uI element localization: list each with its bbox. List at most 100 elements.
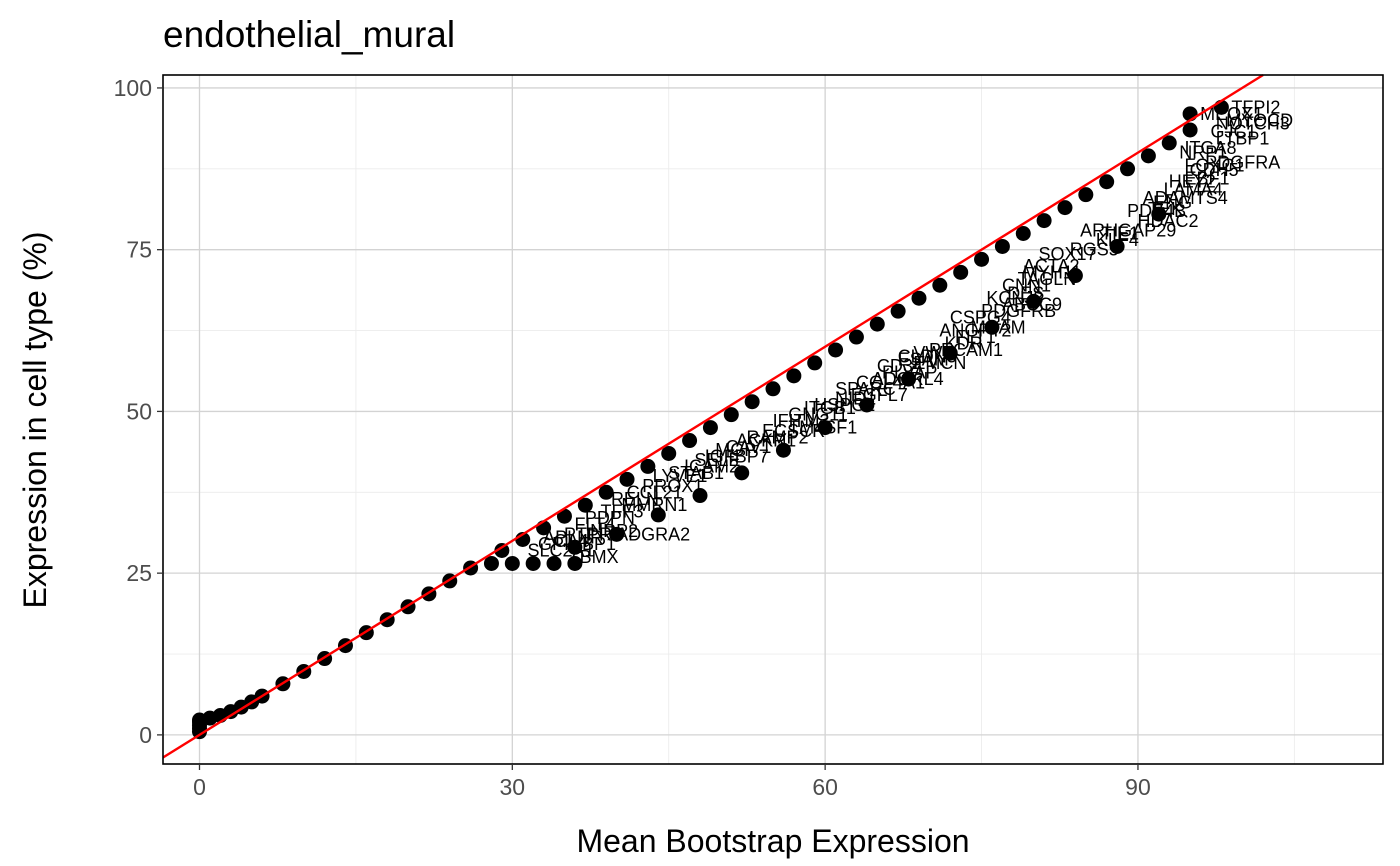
point-label: RAMP2 [747,427,809,447]
point-label: TM4SF1 [788,418,857,438]
x-tick-label: 60 [812,774,838,800]
point-label: ANGPT2 [939,321,1011,341]
point-label: NOTCH3 [1216,114,1290,134]
data-point [932,277,948,293]
data-point [1161,135,1177,151]
data-point [942,345,958,361]
data-point [775,442,791,458]
point-label: FLT1 [955,327,996,347]
data-point [650,507,666,523]
data-point [744,394,760,410]
point-label: BMX [580,547,619,567]
y-axis-title: Expression in cell type (%) [17,231,53,608]
data-point [494,543,510,559]
data-point [661,445,677,461]
point-label: PECAM1 [929,340,1003,360]
point-label: FOXC1 [1184,156,1244,176]
data-point [953,264,969,280]
point-label: MEOX1 [1200,104,1263,124]
point-label: CD34 [877,356,923,376]
point-label: LAMA4 [1164,180,1223,200]
data-point [640,458,656,474]
point-label: ACTA2 [1023,256,1080,276]
point-label: MMRN1 [621,495,687,515]
data-point [577,497,593,513]
point-label: HSPG2 [814,395,875,415]
data-point [692,488,708,504]
data-point [567,539,583,555]
point-label: LTBP1 [1216,128,1270,148]
data-point [994,238,1010,254]
grid-layer [163,75,1383,764]
reference-line [162,73,1264,759]
data-point [911,290,927,306]
point-label: CSPG4 [950,308,1011,328]
data-point [869,316,885,332]
y-tick-label: 0 [139,722,152,748]
point-label: CA4 [554,531,589,551]
point-label: KDR [945,333,983,353]
point-label: FLT4 [574,515,615,535]
point-label: SPARC [835,379,896,399]
x-axis-title: Mean Bootstrap Expression [576,823,969,859]
point-label: EBF1 [1184,169,1229,189]
point-label: PLVAP [882,363,937,383]
data-point [1109,238,1125,254]
data-point [619,471,635,487]
point-label: ECSCR [762,421,825,441]
point-label: VWF [913,343,953,363]
x-tick-label: 30 [500,774,526,800]
x-tick-label: 0 [193,774,206,800]
plot-panel: TFPI2MEOX1NOTCH3GJC1MYOCDLTBP1ITGA8NRP1P… [162,73,1384,765]
point-label: TEK [1148,199,1183,219]
point-label: CDH5 [1190,160,1239,180]
point-labels-layer: TFPI2MEOX1NOTCH3GJC1MYOCDLTBP1ITGA8NRP1P… [528,97,1294,567]
y-tick-label: 100 [114,75,152,101]
data-point [807,355,823,371]
data-point [1140,148,1156,164]
data-point [1015,226,1031,242]
data-point [702,420,718,436]
point-label: ESAM [898,350,949,370]
point-label: TIE1 [1101,224,1139,244]
point-label: ABCC9 [1002,295,1062,315]
point-label: PDGFRA [1205,152,1280,172]
data-point [974,251,990,267]
point-label: RELN [611,489,659,509]
data-point [525,555,541,571]
point-label: KLF4 [1096,230,1139,250]
data-point [848,329,864,345]
point-label: HDAC2 [1138,211,1199,231]
data-point [1067,268,1083,284]
data-point [786,368,802,384]
point-label: GPIHBP1 [538,534,616,554]
point-label: SLC2A1 [528,541,595,561]
point-label: IGFBP7 [705,447,769,467]
point-label: MGP [715,440,756,460]
point-label: SELE [694,450,740,470]
data-point [556,508,572,524]
point-label: CNN1 [1002,275,1051,295]
point-label: DES [1007,284,1044,304]
data-point [546,555,562,571]
point-label: CAV1 [726,437,772,457]
point-label: ITGA8 [1184,138,1236,158]
point-label: ADGRL4 [872,369,944,389]
point-label: ADGRA2 [616,524,690,544]
point-label: CLDN5 [898,346,957,366]
point-label: TFPI2 [1231,97,1280,117]
point-label: GJC1 [1211,121,1257,141]
point-label: TFF3 [601,502,644,522]
point-label: KCNJ8 [986,288,1043,308]
data-point [984,319,1000,335]
points-layer [191,99,1229,740]
data-point [723,407,739,423]
reference-line-layer [162,73,1264,759]
point-label: TAGLN [1018,269,1077,289]
point-label: IFITM3 [773,411,830,431]
point-label: GNG11 [788,405,848,425]
data-point [682,433,698,449]
point-label: NRP2 [590,521,638,541]
data-point [483,555,499,571]
axis-ticks: 0 30 60 90 0 25 50 75 100 [114,75,1151,800]
